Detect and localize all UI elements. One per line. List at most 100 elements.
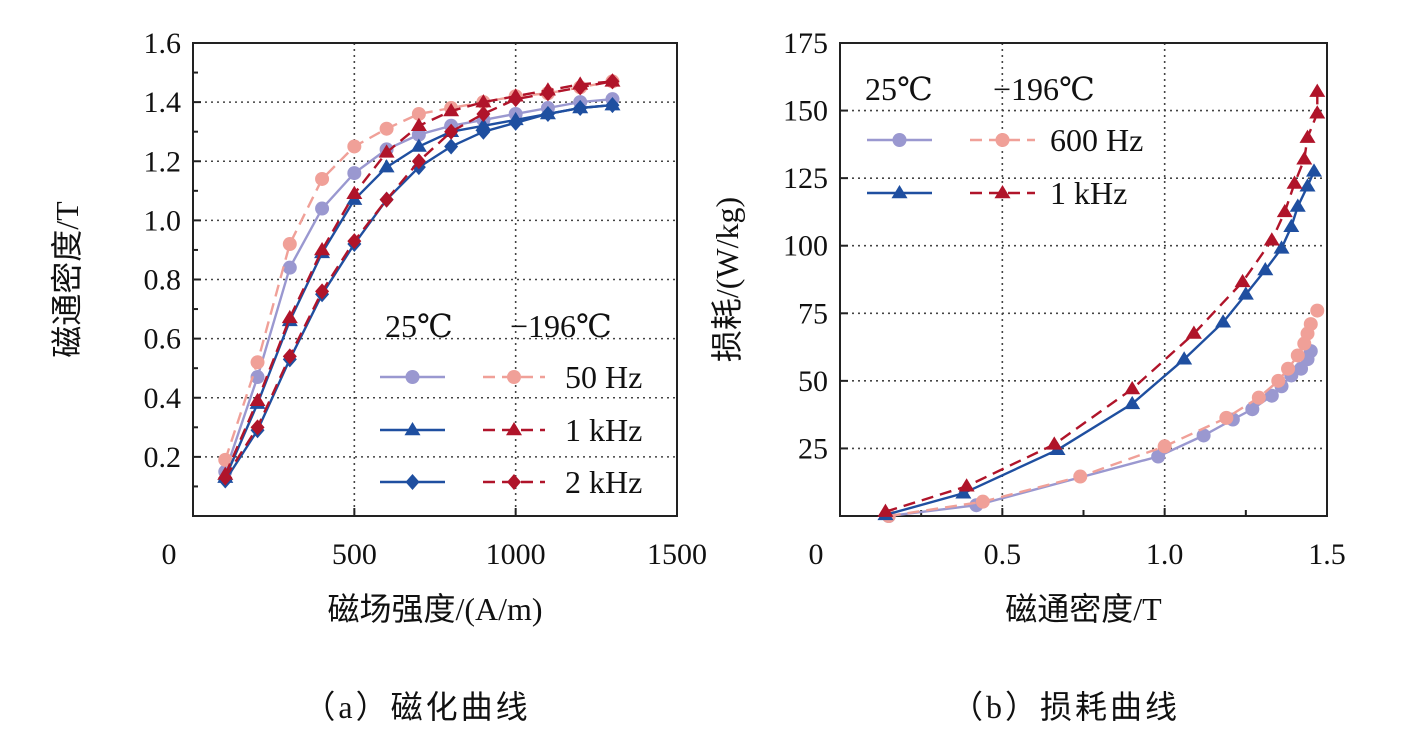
marker-circle (1157, 439, 1172, 454)
series-1khz-25c (877, 163, 1323, 521)
marker-diamond (540, 105, 555, 122)
marker-circle (411, 127, 426, 142)
marker-triangle (1309, 83, 1326, 97)
x-tick-label: 1500 (647, 538, 707, 571)
x-axis-label: 磁场强度/(A/m) (327, 591, 542, 627)
marker-circle (1281, 361, 1296, 376)
y-tick-label: 0.8 (144, 264, 182, 297)
x-tick-label: 0 (162, 538, 177, 571)
chart-loss: 25 50 75 100 125 150 175 0 0.5 1.0 1.5 磁通密度/T 损耗/(W/… (709, 27, 1346, 725)
marker-triangle (1286, 175, 1303, 189)
marker-diamond (250, 419, 265, 436)
marker-triangle (1289, 198, 1306, 212)
marker-triangle (346, 185, 363, 200)
marker-triangle (378, 144, 395, 158)
marker-triangle (1124, 380, 1141, 395)
legend: 25℃ −196℃ 50 Hz 1 kHz 2 kHz (380, 308, 642, 500)
y-tick-label: 75 (798, 297, 828, 330)
marker-diamond (605, 73, 620, 90)
marker-triangle (1276, 203, 1293, 218)
marker-diamond (405, 474, 420, 490)
y-tick-label: 125 (783, 162, 828, 195)
marker-circle (892, 133, 907, 147)
marker-diamond (573, 79, 588, 96)
marker-diamond (444, 123, 459, 140)
marker-triangle (1237, 286, 1254, 300)
series-1khz-minus196c (877, 83, 1326, 517)
y-tick-label: 1.0 (144, 204, 182, 237)
x-tick-label: 0.5 (984, 538, 1022, 571)
marker-triangle (1124, 395, 1141, 410)
marker-triangle (314, 241, 331, 256)
marker-triangle (378, 159, 395, 173)
marker-triangle (475, 94, 492, 108)
marker-diamond (540, 85, 555, 102)
legend-label: 600 Hz (1050, 122, 1143, 158)
marker-triangle (1299, 178, 1316, 192)
y-tick-label: 1.4 (144, 86, 182, 119)
marker-triangle (1309, 105, 1326, 119)
marker-triangle (443, 102, 460, 117)
marker-circle (1245, 402, 1260, 417)
series-line (888, 350, 1312, 518)
marker-diamond (476, 105, 491, 122)
x-tick-label: 1.0 (1146, 538, 1184, 571)
marker-circle (282, 237, 297, 252)
marker-triangle (1176, 351, 1193, 365)
marker-circle (995, 133, 1010, 147)
marker-circle (250, 355, 265, 370)
legend-header-minus196c: −196℃ (993, 71, 1095, 107)
legend-label: 1 kHz (565, 412, 642, 448)
marker-diamond (444, 138, 459, 155)
marker-triangle (281, 309, 298, 324)
legend-header-minus196c: −196℃ (510, 308, 612, 344)
legend: 25℃ −196℃ 600 Hz 1 kHz (865, 71, 1143, 211)
x-tick-label: 1000 (486, 538, 546, 571)
legend-header-25c: 25℃ (865, 71, 933, 107)
y-tick-label: 50 (798, 365, 828, 398)
marker-diamond (379, 191, 394, 208)
marker-diamond (476, 123, 491, 140)
series-line (885, 170, 1316, 517)
marker-diamond (282, 348, 297, 365)
marker-circle (218, 452, 233, 467)
marker-circle (1264, 388, 1279, 403)
marker-circle (1271, 373, 1286, 388)
marker-triangle (410, 117, 427, 132)
marker-circle (1290, 348, 1305, 363)
marker-triangle (1299, 129, 1316, 143)
marker-circle (1251, 390, 1266, 405)
series-600hz-minus196c (881, 303, 1325, 523)
marker-triangle (404, 422, 421, 436)
marker-triangle (958, 478, 975, 492)
legend-label: 2 kHz (565, 464, 642, 500)
plot-frame (839, 42, 1328, 517)
marker-triangle (891, 185, 908, 199)
marker-triangle (1283, 218, 1300, 233)
x-axis-label: 磁通密度/T (1005, 591, 1162, 627)
marker-triangle (1273, 240, 1290, 254)
marker-diamond (573, 100, 588, 117)
y-axis-label: 磁通密度/T (49, 201, 85, 358)
series-600hz-25c (881, 344, 1318, 523)
marker-triangle (1257, 262, 1274, 276)
y-tick-label: 25 (798, 432, 828, 465)
marker-circle (1303, 317, 1318, 332)
chart-magnetization: 0.2 0.4 0.6 0.8 1.0 1.2 1.4 1.6 0 500 1000 1500 磁场强度… (49, 27, 707, 725)
marker-circle (1151, 449, 1166, 464)
y-tick-label: 175 (783, 27, 828, 60)
marker-triangle (1234, 273, 1251, 288)
marker-diamond (315, 283, 330, 300)
marker-circle (315, 171, 330, 186)
chart-caption: （a）磁化曲线 (303, 689, 530, 725)
series-2khz-minus196c (218, 73, 620, 486)
y-tick-label: 1.6 (144, 27, 182, 60)
y-tick-label: 0.2 (144, 441, 182, 474)
legend-label: 50 Hz (565, 359, 642, 395)
marker-circle (411, 106, 426, 121)
marker-triangle (410, 138, 427, 152)
marker-circle (1196, 428, 1211, 443)
marker-circle (347, 166, 362, 181)
marker-triangle (994, 185, 1011, 199)
